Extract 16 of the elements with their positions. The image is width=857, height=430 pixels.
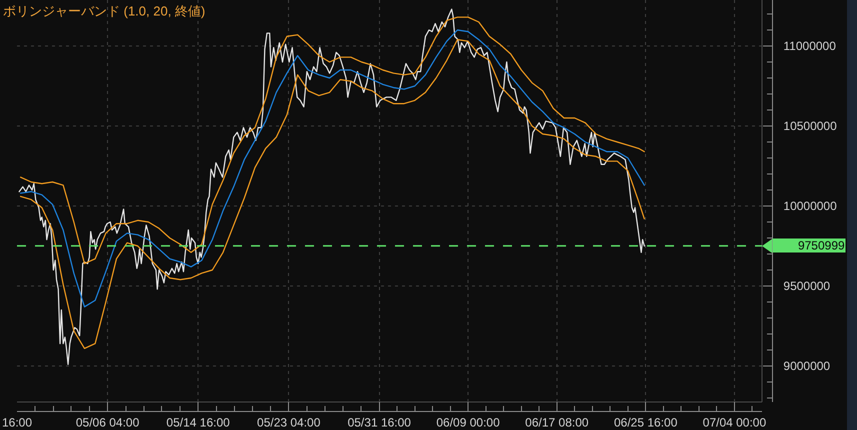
x-tick-label: 06/17 08:00: [525, 415, 589, 430]
x-tick-label: 06/09 00:00: [436, 415, 500, 430]
x-tick-label: 05/14 16:00: [166, 415, 230, 430]
y-tick-label: 9000000: [783, 359, 830, 374]
x-tick-label: 05/23 04:00: [257, 415, 321, 430]
y-tick-label: 10000000: [783, 199, 838, 214]
x-tick-label: 07/04 00:00: [702, 415, 766, 430]
chart-title: ボリンジャーバンド (1.0, 20, 終値): [3, 4, 206, 19]
x-tick-label: 05/31 16:00: [348, 415, 412, 430]
x-tick-label: 05/06 04:00: [76, 415, 140, 430]
y-tick-label: 10500000: [783, 119, 838, 134]
x-tick-label: 06/25 16:00: [614, 415, 678, 430]
x-tick-label: 16:00: [2, 415, 32, 430]
y-tick-label: 9500000: [783, 279, 830, 294]
y-tick-label: 11000000: [783, 39, 836, 54]
ref-line-label: 9750999: [798, 238, 845, 252]
